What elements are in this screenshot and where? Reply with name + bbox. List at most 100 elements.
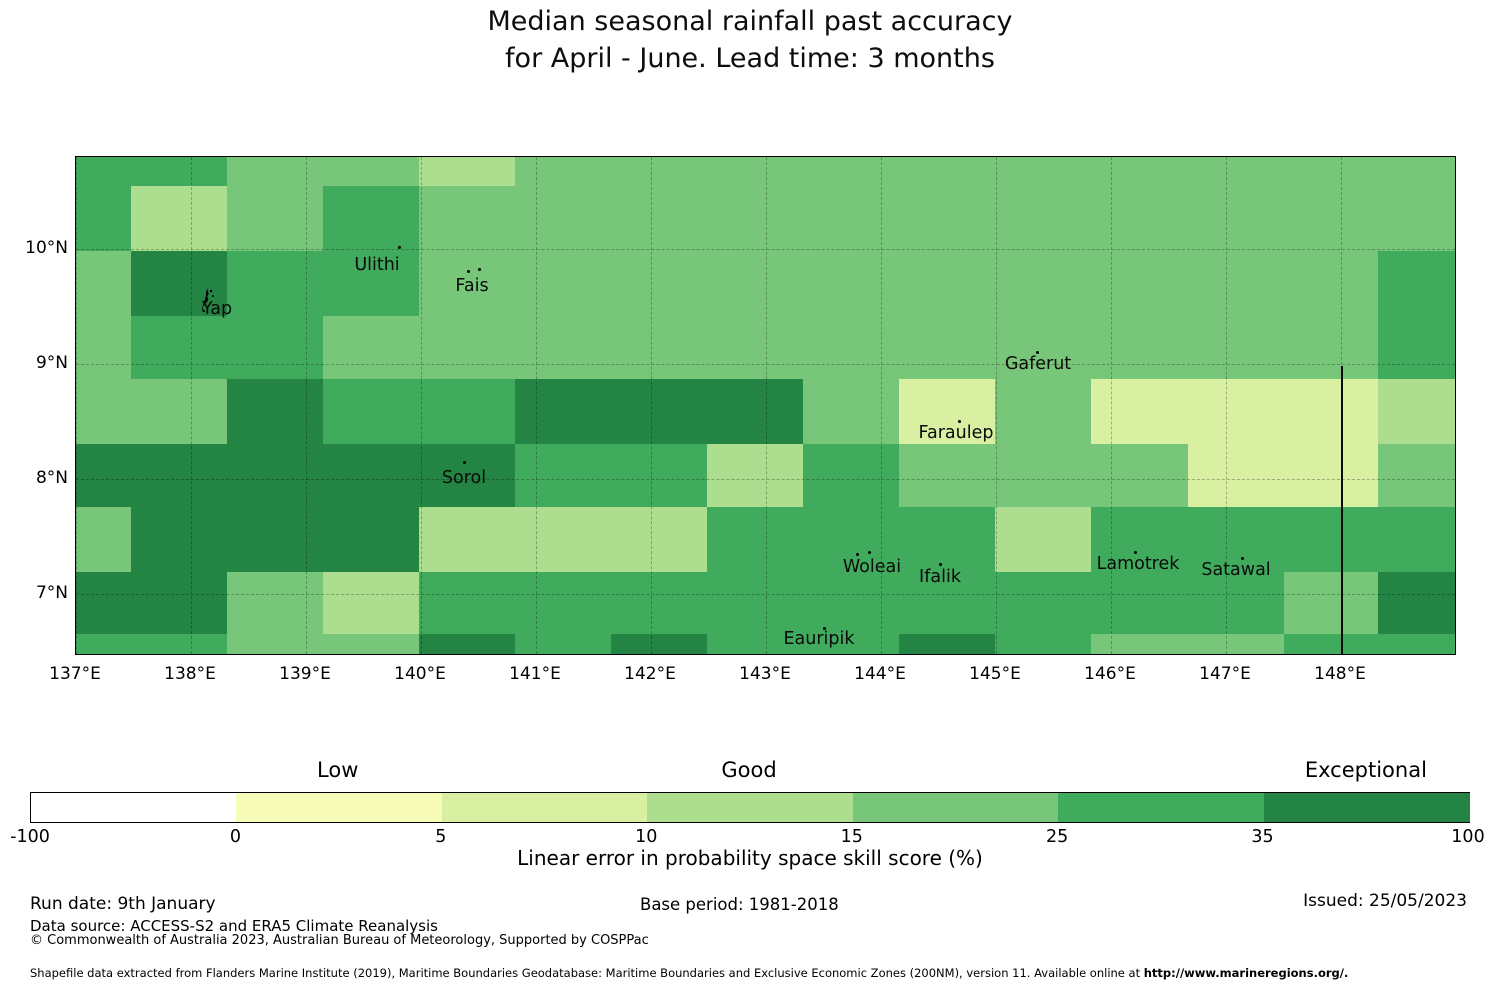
- map-cell: [1284, 507, 1379, 573]
- map-cell: [707, 379, 804, 445]
- map-cell: [1091, 572, 1189, 635]
- x-tick-label: 138°E: [164, 664, 216, 684]
- map-cell: [1378, 634, 1455, 654]
- map-cell: [611, 634, 708, 654]
- map-cell: [1091, 507, 1189, 573]
- colorbar-tick-label: -100: [10, 827, 50, 847]
- map-cell: [323, 251, 420, 317]
- map-cell: [131, 251, 228, 317]
- map-cell: [1378, 251, 1455, 317]
- footer-issued: Issued: 25/05/2023: [1303, 891, 1467, 911]
- island-dot: [398, 246, 401, 249]
- map-cell: [515, 186, 612, 252]
- map-cell: [1378, 444, 1455, 508]
- map-cell: [323, 316, 420, 380]
- map-cell: [707, 316, 804, 380]
- map-cell: [707, 634, 804, 654]
- map-cell: [227, 186, 324, 252]
- map-cell: [131, 186, 228, 252]
- x-tick-label: 137°E: [49, 664, 101, 684]
- map-cell: [515, 572, 612, 635]
- chart-title-line1: Median seasonal rainfall past accuracy: [487, 6, 1013, 37]
- map-cell: [1188, 572, 1285, 635]
- colorbar-tick-label: 10: [635, 827, 658, 847]
- map-cell: [995, 572, 1092, 635]
- map-cell: [323, 157, 420, 187]
- colorbar-segment: [441, 793, 649, 822]
- colorbar-segment: [852, 793, 1060, 822]
- colorbar-tick-label: 100: [1451, 827, 1485, 847]
- map-cell: [1284, 572, 1379, 635]
- map-cell: [1188, 157, 1285, 187]
- map-cell: [76, 634, 132, 654]
- island-dot: [856, 553, 859, 556]
- grid-line-vertical: [191, 157, 192, 654]
- footer-copyright: © Commonwealth of Australia 2023, Austra…: [30, 933, 649, 948]
- island-label: Eauripik: [783, 629, 855, 649]
- x-tick-label: 142°E: [624, 664, 676, 684]
- grid-line-vertical: [536, 157, 537, 654]
- colorbar-segment: [236, 793, 443, 822]
- map-cell: [419, 157, 516, 187]
- map-cell: [1284, 157, 1379, 187]
- map-cell: [323, 186, 420, 252]
- map-cell: [76, 251, 132, 317]
- map-cell: [227, 507, 324, 573]
- colorbar-segment: [647, 793, 854, 822]
- map-cell: [899, 157, 996, 187]
- map-cell: [131, 316, 228, 380]
- map-cell: [1188, 186, 1285, 252]
- map-cell: [707, 157, 804, 187]
- x-tick-label: 147°E: [1199, 664, 1251, 684]
- map-cell: [1188, 379, 1285, 445]
- map-cell: [611, 251, 708, 317]
- island-label: Ulithi: [354, 255, 400, 275]
- island-label: Lamotrek: [1096, 554, 1180, 574]
- map-cell: [131, 634, 228, 654]
- map-cell: [1188, 251, 1285, 317]
- map-cell: [899, 316, 996, 380]
- island-dot: [1036, 351, 1039, 354]
- map-cell: [1378, 316, 1455, 380]
- map-cell: [899, 444, 996, 508]
- x-tick-label: 143°E: [739, 664, 791, 684]
- colorbar-region-label: Exceptional: [1304, 758, 1427, 782]
- map-cell: [131, 572, 228, 635]
- map-cell: [515, 507, 612, 573]
- grid-line-vertical: [1111, 157, 1112, 654]
- map-cell: [611, 316, 708, 380]
- map-cell: [611, 186, 708, 252]
- map-cell: [227, 251, 324, 317]
- map-cell: [899, 251, 996, 317]
- map-cell: [419, 251, 516, 317]
- map-cell: [76, 316, 132, 380]
- colorbar-region-label: Low: [317, 758, 359, 782]
- map-cell: [323, 572, 420, 635]
- colorbar-tick-label: 5: [435, 827, 447, 847]
- map-cell: [227, 157, 324, 187]
- island-dot: [463, 461, 466, 464]
- grid-line-horizontal: [76, 594, 1455, 595]
- map-cell: [995, 634, 1092, 654]
- y-tick-label: 8°N: [35, 468, 68, 488]
- map-canvas: Yap Ulithi Fais Sorol Gaferut Faraulep Woleai I…: [75, 156, 1456, 655]
- colorbar: [30, 792, 1470, 823]
- map-cell: [1091, 186, 1189, 252]
- map-cell: [419, 444, 516, 508]
- island-label: Woleai: [842, 557, 902, 577]
- grid-line-horizontal: [76, 364, 1455, 365]
- map-cell: [611, 572, 708, 635]
- map-cell: [803, 251, 900, 317]
- map-cell: [515, 444, 612, 508]
- footer-shapefile-note: Shapefile data extracted from Flanders M…: [30, 966, 1348, 980]
- map-cell: [1091, 316, 1189, 380]
- colorbar-segment: [1263, 793, 1470, 822]
- map-cell: [419, 507, 516, 573]
- map-cell: [419, 572, 516, 635]
- map-cell: [131, 507, 228, 573]
- map-cell: [1188, 316, 1285, 380]
- map-cell: [1188, 507, 1285, 573]
- map-cell: [1188, 444, 1285, 508]
- y-tick-label: 7°N: [35, 583, 68, 603]
- island-dot: [868, 551, 871, 554]
